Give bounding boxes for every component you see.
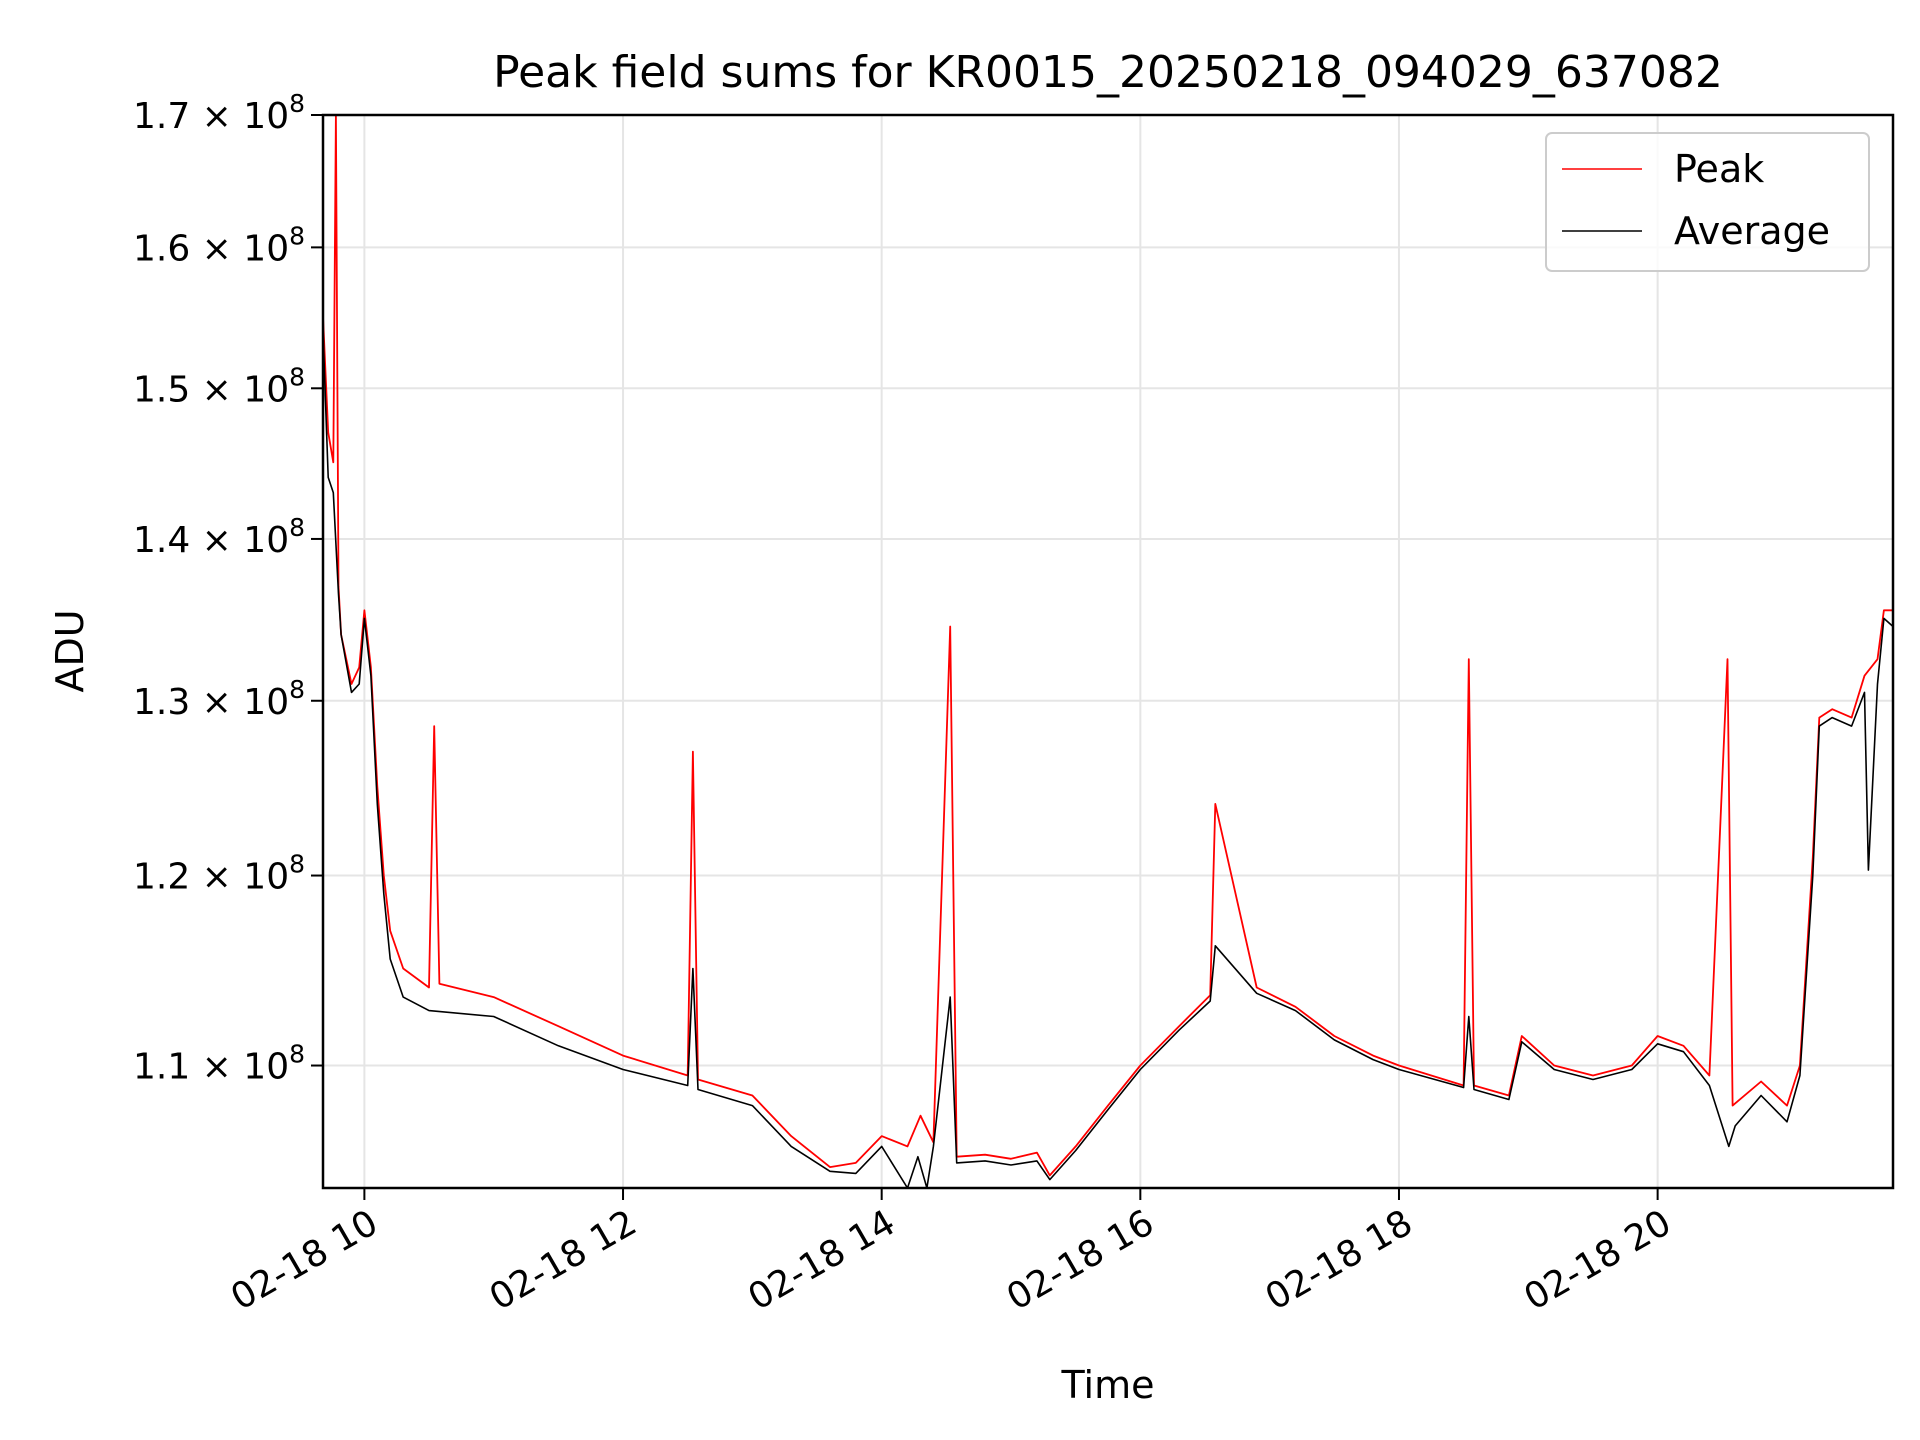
x-tick-label: 02-18 16	[1000, 1202, 1161, 1318]
y-tick-base: × 10	[190, 1047, 289, 1088]
y-tick-base: × 10	[190, 857, 289, 898]
y-tick-base: × 10	[190, 96, 289, 137]
x-tick-label: 02-18 14	[742, 1202, 903, 1318]
y-tick-label: 1.3 × 108	[133, 675, 305, 723]
chart-title: Peak field sums for KR0015_20250218_0940…	[493, 47, 1723, 98]
y-tick-label: 1.4 × 108	[133, 513, 305, 561]
x-axis-label: Time	[1061, 1363, 1155, 1407]
y-tick-mantissa: 1.3	[133, 682, 190, 723]
y-tick-base: × 10	[190, 228, 289, 269]
y-tick-label: 1.5 × 108	[133, 362, 305, 410]
legend-label-peak: Peak	[1674, 147, 1764, 191]
y-tick-base: × 10	[190, 682, 289, 723]
x-tick-label: 02-18 18	[1259, 1202, 1420, 1318]
y-tick-mantissa: 1.7	[133, 96, 190, 137]
x-tick-label: 02-18 20	[1517, 1202, 1678, 1318]
y-tick-exponent: 8	[289, 362, 305, 391]
y-tick-label: 1.7 × 108	[133, 89, 305, 137]
y-tick-mantissa: 1.5	[133, 369, 190, 410]
y-tick-label: 1.1 × 108	[133, 1040, 305, 1088]
x-tick-label: 02-18 12	[483, 1202, 644, 1318]
y-tick-exponent: 8	[289, 89, 305, 118]
legend-box	[1545, 132, 1870, 272]
y-tick-exponent: 8	[289, 1040, 305, 1069]
y-tick-mantissa: 1.1	[133, 1047, 190, 1088]
y-tick-exponent: 8	[289, 675, 305, 704]
y-tick-exponent: 8	[289, 513, 305, 542]
x-axis-ticks: 02-18 10 02-18 12 02-18 14 02-18 16 02-18 18…	[224, 1188, 1678, 1319]
y-tick-exponent: 8	[289, 850, 305, 879]
y-tick-label: 1.2 × 108	[133, 850, 305, 898]
plot-frame	[321, 113, 1895, 1190]
legend: Peak Average	[1545, 132, 1870, 272]
series-line-average	[323, 330, 1893, 1188]
y-tick-exponent: 8	[289, 221, 305, 250]
y-tick-mantissa: 1.4	[133, 520, 190, 561]
y-tick-mantissa: 1.2	[133, 857, 190, 898]
y-tick-base: × 10	[190, 520, 289, 561]
legend-label-average: Average	[1674, 209, 1830, 253]
y-tick-mantissa: 1.6	[133, 228, 190, 269]
x-tick-label: 02-18 10	[224, 1202, 385, 1318]
series-layer	[323, 115, 1893, 1188]
y-tick-base: × 10	[190, 369, 289, 410]
series-line-peak	[323, 115, 1893, 1177]
y-tick-label: 1.6 × 108	[133, 221, 305, 269]
y-axis-label: ADU	[48, 609, 92, 692]
